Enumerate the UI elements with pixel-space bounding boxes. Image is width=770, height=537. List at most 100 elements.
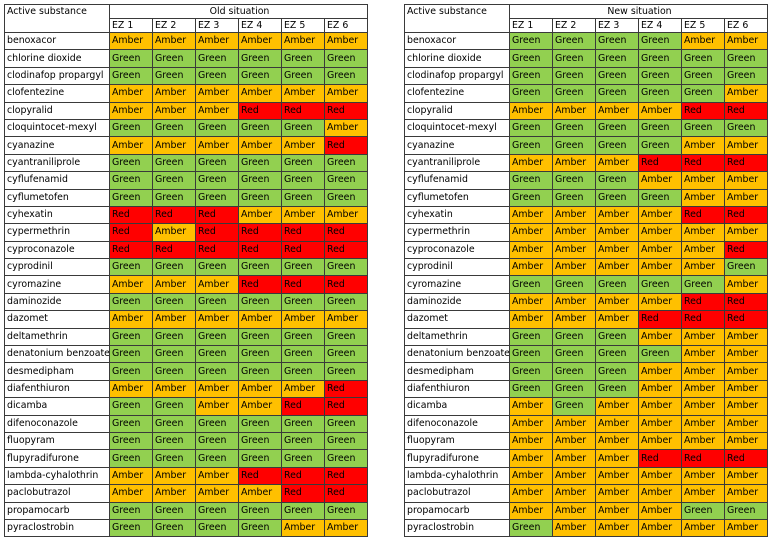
rating-cell: Amber xyxy=(238,379,282,399)
substance-name: clodinafop propargyl xyxy=(404,66,510,86)
substance-name: chlorine dioxide xyxy=(4,49,110,68)
rating-cell: Amber xyxy=(238,310,282,329)
rating-cell: Green xyxy=(152,345,196,364)
rating-cell: Amber xyxy=(509,223,553,242)
rating-cell: Green xyxy=(109,292,153,312)
substance-name: flupyradifurone xyxy=(4,449,110,468)
substance-name: cloquintocet-mexyl xyxy=(404,118,510,138)
table-row: cyproconazole Red Red Red Red Red Red xyxy=(4,240,369,260)
substance-name: deltamethrin xyxy=(404,327,510,347)
table-row: dazomet Amber Amber Amber Amber Amber Amber xyxy=(4,310,369,329)
rating-cell: Green xyxy=(109,414,153,433)
table-row: propamocarb Amber Amber Amber Amber Green Gree… xyxy=(404,501,769,520)
rating-cell: Green xyxy=(323,414,369,433)
rating-cell: Amber xyxy=(681,484,725,503)
rating-cell: Green xyxy=(238,153,282,173)
rating-cell: Amber xyxy=(238,397,282,416)
rating-cell: Red xyxy=(281,275,325,294)
rating-cell: Red xyxy=(281,484,325,503)
substance-name: paclobutrazol xyxy=(4,484,110,503)
zone-header: EZ 2 xyxy=(552,18,596,33)
substance-name: benoxacor xyxy=(404,31,510,51)
rating-cell: Green xyxy=(323,171,369,190)
rating-cell: Green xyxy=(281,362,325,381)
substance-name: paclobutrazol xyxy=(404,484,510,503)
rating-cell: Green xyxy=(152,414,196,433)
rating-cell: Amber xyxy=(681,466,725,486)
substance-name: dazomet xyxy=(4,310,110,329)
rating-cell: Amber xyxy=(638,205,682,225)
substance-name: clopyralid xyxy=(4,101,110,120)
rating-cell: Amber xyxy=(195,275,239,294)
rating-cell: Amber xyxy=(552,292,596,312)
rating-cell: Amber xyxy=(109,484,153,503)
rating-cell: Amber xyxy=(723,188,769,207)
rating-cell: Red xyxy=(281,397,325,416)
table-row: chlorine dioxide Green Green Green Green Gree… xyxy=(404,49,769,68)
rating-cell: Red xyxy=(723,292,769,312)
substance-name: diafenthiuron xyxy=(404,379,510,399)
rating-cell: Amber xyxy=(638,362,682,381)
table-row: cyprodinil Green Green Green Green Green Green xyxy=(4,258,369,277)
substance-name: cyromazine xyxy=(4,275,110,294)
rating-cell: Amber xyxy=(681,171,725,190)
rating-cell: Green xyxy=(109,171,153,190)
rating-cell: Red xyxy=(723,205,769,225)
rating-cell: Amber xyxy=(638,397,682,416)
rating-cell: Green xyxy=(109,258,153,277)
rating-cell: Green xyxy=(238,362,282,381)
rating-cell: Green xyxy=(152,501,196,520)
rating-cell: Amber xyxy=(681,31,725,51)
rating-cell: Green xyxy=(323,258,369,277)
rating-cell: Green xyxy=(552,136,596,155)
substance-name: diafenthiuron xyxy=(4,379,110,399)
rating-cell: Amber xyxy=(281,310,325,329)
rating-cell: Green xyxy=(509,49,553,68)
substance-name: difenoconazole xyxy=(4,414,110,433)
rating-cell: Amber xyxy=(195,466,239,486)
rating-cell: Amber xyxy=(681,136,725,155)
substance-name: daminozide xyxy=(404,292,510,312)
rating-cell: Red xyxy=(638,449,682,468)
rating-cell: Green xyxy=(595,84,639,103)
rating-cell: Green xyxy=(195,118,239,138)
rating-cell: Amber xyxy=(638,414,682,433)
rating-cell: Green xyxy=(595,171,639,190)
rating-cell: Amber xyxy=(681,327,725,347)
table-row: denatonium benzoate Green Green Green Green A… xyxy=(404,345,769,364)
rating-cell: Red xyxy=(681,205,725,225)
rating-cell: Red xyxy=(152,205,196,225)
substance-name: difenoconazole xyxy=(404,414,510,433)
rating-cell: Green xyxy=(595,136,639,155)
rating-cell: Green xyxy=(638,84,682,103)
table-row: pyraclostrobin Green Amber Amber Amber Amber A… xyxy=(404,518,769,537)
rating-cell: Amber xyxy=(681,240,725,260)
rating-cell: Amber xyxy=(152,31,196,51)
rating-cell: Red xyxy=(323,275,369,294)
rating-cell: Red xyxy=(238,101,282,120)
rating-cell: Amber xyxy=(638,101,682,120)
rating-cell: Amber xyxy=(552,101,596,120)
rating-cell: Amber xyxy=(552,205,596,225)
rating-cell: Green xyxy=(595,379,639,399)
rating-cell: Amber xyxy=(195,310,239,329)
zone-header: EZ 5 xyxy=(281,18,325,33)
rating-cell: Amber xyxy=(723,327,769,347)
rating-cell: Red xyxy=(195,205,239,225)
substance-name: cloquintocet-mexyl xyxy=(4,118,110,138)
rating-cell: Amber xyxy=(195,379,239,399)
rating-cell: Amber xyxy=(238,84,282,103)
rating-cell: Green xyxy=(281,292,325,312)
rating-cell: Green xyxy=(109,362,153,381)
rating-cell: Green xyxy=(552,362,596,381)
rating-cell: Amber xyxy=(595,518,639,537)
rating-cell: Red xyxy=(195,240,239,260)
substance-name: cyflufenamid xyxy=(4,171,110,190)
rating-cell: Amber xyxy=(552,501,596,520)
rating-cell: Amber xyxy=(238,136,282,155)
rating-cell: Green xyxy=(638,66,682,86)
rating-cell: Amber xyxy=(723,431,769,451)
rating-cell: Amber xyxy=(195,101,239,120)
rating-cell: Amber xyxy=(552,310,596,329)
rating-cell: Green xyxy=(281,66,325,86)
